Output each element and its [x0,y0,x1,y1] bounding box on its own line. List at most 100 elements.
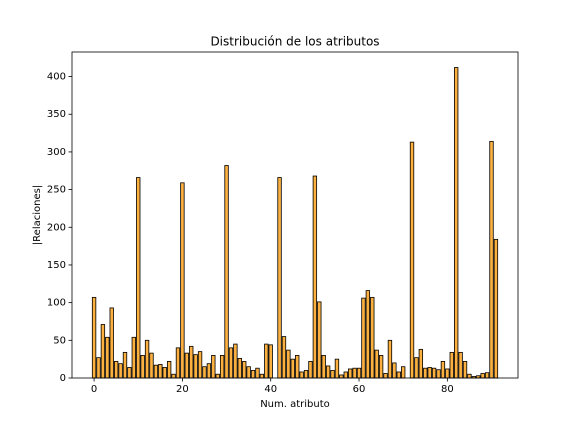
bar [299,371,304,379]
bar [184,352,189,379]
bar [427,367,432,379]
bar [449,351,454,379]
bar [374,349,379,379]
bar [308,361,313,379]
bar [259,373,265,379]
bar [175,347,181,379]
bar [277,177,282,379]
bar [153,364,159,379]
bar [334,358,340,379]
y-tick-label: 400 [47,72,66,83]
bar [171,373,176,379]
bar [445,368,450,379]
bar [193,354,198,379]
plot-frame [71,51,519,379]
x-tick-label: 0 [91,384,97,395]
bar [378,354,384,379]
bar [467,373,472,379]
bar [396,371,401,379]
bar [303,370,309,379]
bar [268,344,273,379]
bar [370,296,375,379]
bar [361,297,366,379]
x-tick-label: 80 [441,384,454,395]
y-tick-label: 150 [47,260,66,271]
bar [189,345,194,379]
bar [109,307,114,379]
bar [423,367,428,379]
bar [281,336,287,379]
bar [202,366,207,379]
bar [250,370,256,379]
bar [206,363,212,379]
bar [246,366,251,379]
bar [339,374,344,379]
bar [149,352,154,379]
bar [330,370,335,379]
y-tick-label: 250 [47,185,66,196]
bar [343,371,348,379]
bar [317,301,322,379]
bar [118,363,123,379]
bar [228,347,234,379]
bar [484,372,490,379]
bar [100,324,106,379]
bar [365,290,371,379]
y-tick-label: 100 [47,298,66,309]
bar [352,367,357,379]
bar [480,373,485,379]
y-tick-label: 50 [53,335,66,346]
bar [162,367,167,379]
bar [440,361,446,379]
bar [211,354,216,379]
bar [180,182,185,379]
bar [166,361,172,379]
bar [462,361,468,379]
bar [409,141,415,379]
x-tick-label: 60 [353,384,366,395]
bar [131,336,136,379]
bar [96,357,101,379]
bar [348,368,353,379]
bar [489,140,494,379]
bar [436,369,441,379]
y-tick-label: 0 [60,373,66,384]
bar [219,354,225,379]
bar [401,366,406,379]
bar [383,373,388,379]
bar [392,362,397,379]
bar [136,177,141,379]
chart-title: Distribución de los atributos [210,35,379,49]
bar [91,296,97,379]
bar [224,165,229,379]
y-tick-label: 300 [47,147,66,158]
bar [325,365,331,379]
bar [418,348,424,379]
bar [321,354,326,379]
y-tick-label: 200 [47,222,66,233]
bar [255,367,260,379]
bar [493,238,499,379]
bar [237,358,242,379]
x-axis-label: Num. atributo [260,399,330,410]
bar [158,364,163,379]
bar [295,354,300,379]
bar [105,336,110,379]
bar [215,373,220,379]
x-tick-label: 40 [264,384,277,395]
bar [122,351,128,379]
bar [387,339,393,379]
bar [233,343,238,379]
bar [454,67,459,379]
bar [356,367,362,379]
bar [431,367,437,379]
bar [312,175,318,379]
bar [144,339,150,379]
bar [414,357,419,379]
bar [242,361,247,379]
bar [290,358,295,379]
y-axis-label: |Relaciones| [32,185,43,245]
bar [264,343,269,379]
bar [197,351,203,379]
